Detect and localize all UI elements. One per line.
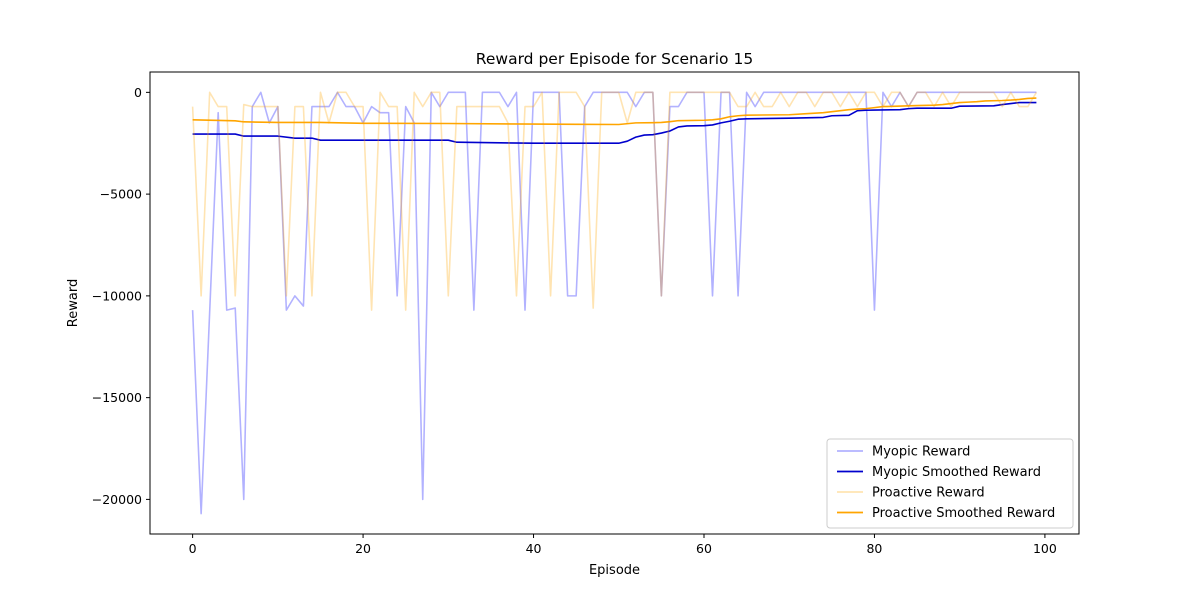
x-tick-label-0: 0 <box>189 541 197 556</box>
plot-frame <box>149 71 1080 535</box>
x-tick-label-1: 20 <box>355 541 371 556</box>
x-axis: 0 20 40 60 80 100 <box>189 534 1057 556</box>
series-line-0 <box>191 91 1037 515</box>
x-tick-label-3: 60 <box>696 541 712 556</box>
x-tick-label-5: 100 <box>1033 541 1057 556</box>
y-tick-label-3: −15000 <box>92 390 142 405</box>
plot-area <box>191 91 1038 515</box>
y-tick-label-0: 0 <box>134 85 142 100</box>
chart-title: Reward per Episode for Scenario 15 <box>476 50 753 68</box>
y-tick-label-4: −20000 <box>92 492 142 507</box>
legend-label-1: Myopic Smoothed Reward <box>872 465 1041 480</box>
series-line-3 <box>192 97 1037 126</box>
y-axis: 0 −5000 −10000 −15000 −20000 <box>92 85 150 507</box>
series-line-2 <box>191 91 1038 311</box>
x-axis-label: Episode <box>589 563 640 578</box>
y-axis-label: Reward <box>66 279 81 327</box>
x-tick-label-2: 40 <box>526 541 542 556</box>
legend-box <box>826 438 1074 529</box>
legend-label-0: Myopic Reward <box>872 445 970 460</box>
legend-label-2: Proactive Reward <box>872 486 985 501</box>
series-line-1 <box>192 101 1037 145</box>
x-tick-label-4: 80 <box>866 541 882 556</box>
y-tick-label-2: −10000 <box>92 288 142 303</box>
y-tick-label-1: −5000 <box>100 187 142 202</box>
legend-label-3: Proactive Smoothed Reward <box>872 506 1055 521</box>
legend: Myopic Reward Myopic Smoothed Reward Proac… <box>826 438 1074 529</box>
